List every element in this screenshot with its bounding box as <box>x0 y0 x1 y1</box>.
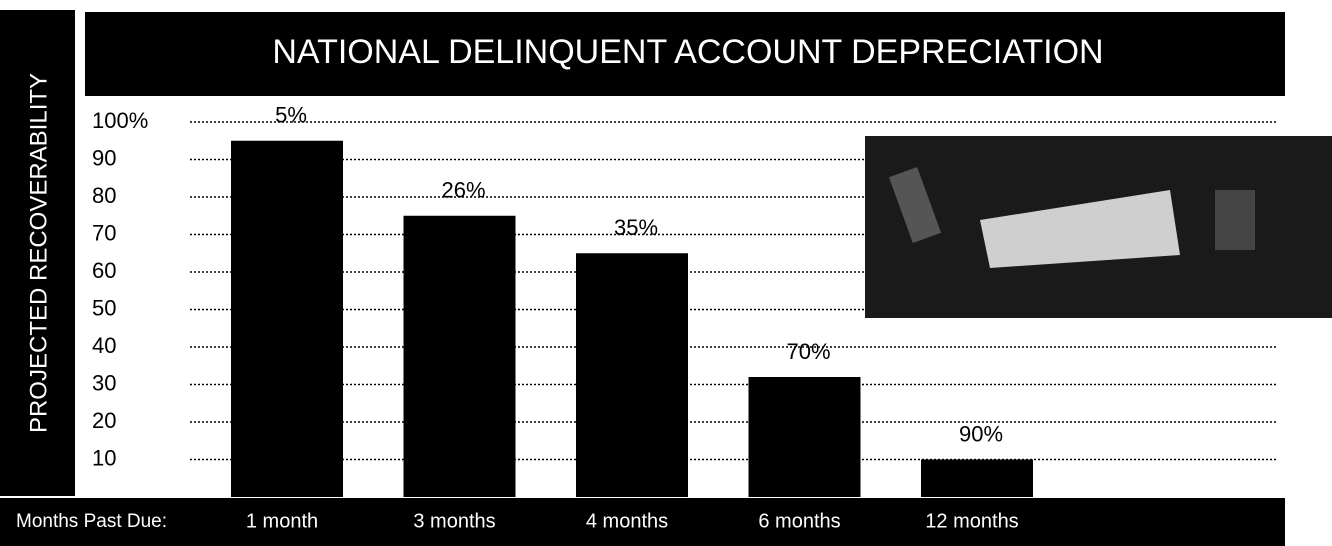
x-tick-label: 12 months <box>925 510 1018 532</box>
y-tick-label: 70 <box>92 220 116 245</box>
y-tick-label: 20 <box>92 408 116 433</box>
y-tick-label: 10 <box>92 445 116 470</box>
y-tick-label: 80 <box>92 183 116 208</box>
page: PROJECTED RECOVERABILITY NATIONAL DELINQ… <box>0 0 1332 546</box>
y-tick-label: 100% <box>92 108 148 133</box>
bar <box>749 377 861 497</box>
bar <box>404 216 516 497</box>
x-tick-label: 6 months <box>758 510 840 532</box>
bar-annotation: 70% <box>786 339 830 364</box>
chart: PROJECTED RECOVERABILITY NATIONAL DELINQ… <box>0 0 1332 546</box>
x-axis-label: Months Past Due: <box>16 511 167 532</box>
bar-annotation: 5% <box>275 103 307 128</box>
photo <box>865 136 1332 318</box>
bar-annotation: 35% <box>614 215 658 240</box>
bar-annotation: 26% <box>441 178 485 203</box>
y-tick-label: 90 <box>92 145 116 170</box>
bar <box>231 141 343 497</box>
y-tick-label: 60 <box>92 258 116 283</box>
bar <box>921 460 1033 498</box>
photo-hand <box>1215 190 1255 250</box>
y-tick-label: 30 <box>92 370 116 395</box>
chart-title: NATIONAL DELINQUENT ACCOUNT DEPRECIATION <box>272 33 1103 71</box>
y-tick-label: 40 <box>92 333 116 358</box>
bar <box>576 253 688 497</box>
x-tick-label: 4 months <box>586 510 668 532</box>
x-tick-label: 3 months <box>413 510 495 532</box>
bar-annotation: 90% <box>959 421 1003 446</box>
y-axis-label: PROJECTED RECOVERABILITY <box>25 73 52 433</box>
x-tick-label: 1 month <box>246 510 318 532</box>
y-tick-label: 50 <box>92 295 116 320</box>
